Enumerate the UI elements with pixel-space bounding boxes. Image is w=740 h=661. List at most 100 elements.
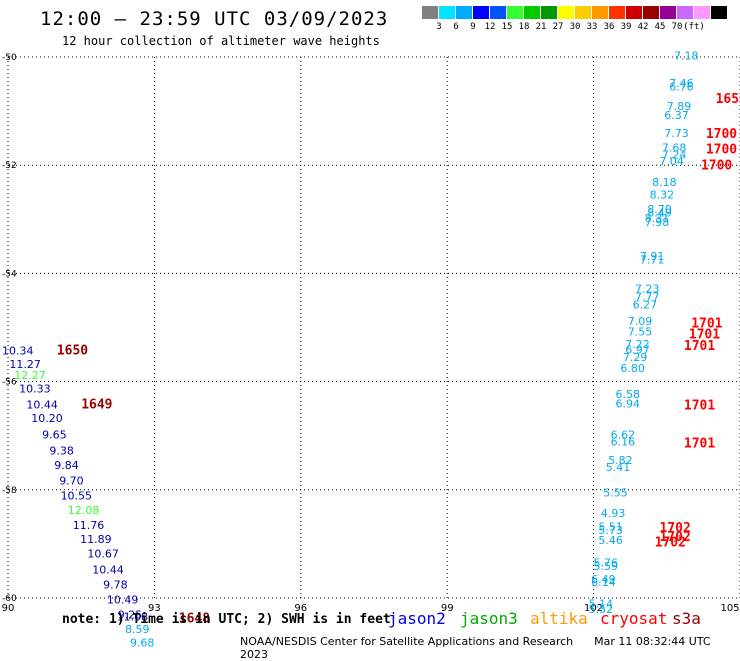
color-scale-label: 15 bbox=[501, 22, 513, 32]
time-label: 1650 bbox=[57, 344, 88, 359]
legend-jason3: jason3 bbox=[460, 609, 518, 628]
chart-subtitle: 12 hour collection of altimeter wave hei… bbox=[62, 34, 380, 48]
color-swatch bbox=[626, 6, 642, 19]
time-label: 1701 bbox=[684, 339, 715, 354]
color-scale-label: (ft) bbox=[683, 22, 705, 32]
wave-height-label: 5.59 bbox=[594, 560, 619, 573]
wave-height-label: 8.18 bbox=[652, 176, 677, 189]
time-label: 1702 bbox=[655, 536, 686, 551]
color-swatch bbox=[507, 6, 523, 19]
wave-height-label: 7.98 bbox=[645, 216, 670, 229]
wave-height-label: 5.73 bbox=[598, 524, 623, 537]
wave-height-label: 7.04 bbox=[659, 155, 684, 168]
time-label: 1700 bbox=[706, 142, 737, 157]
legend-cryosat: cryosat bbox=[600, 609, 668, 628]
wave-height-label: 9.25 bbox=[118, 609, 143, 622]
wave-height-label: 6.27 bbox=[633, 299, 658, 312]
color-swatch bbox=[524, 6, 540, 19]
wave-height-label: 9.70 bbox=[59, 474, 84, 487]
color-swatch bbox=[422, 6, 438, 19]
time-label: 1649 bbox=[81, 398, 112, 413]
wave-height-label: 11.89 bbox=[80, 533, 112, 546]
x-tick-label: 96 bbox=[294, 603, 307, 614]
wave-height-label: 7.46 bbox=[669, 77, 694, 90]
wave-height-label: 10.20 bbox=[31, 412, 63, 425]
wave-height-label: 4.93 bbox=[601, 507, 626, 520]
time-label: 1702 bbox=[659, 530, 690, 545]
wave-height-label: 11.08 bbox=[117, 611, 149, 624]
time-label: 1700 bbox=[701, 159, 732, 174]
wave-height-label: 9.65 bbox=[42, 428, 67, 441]
color-swatch bbox=[439, 6, 455, 19]
color-swatch bbox=[558, 6, 574, 19]
wave-height-label: 9.78 bbox=[103, 578, 128, 591]
legend-s3a: s3a bbox=[672, 609, 701, 628]
wave-height-label: 12.08 bbox=[68, 504, 100, 517]
wave-height-label: 8.32 bbox=[650, 189, 675, 202]
wave-height-label: 5.76 bbox=[594, 557, 619, 570]
chart-title: 12:00 – 23:59 UTC 03/09/2023 bbox=[40, 8, 389, 30]
color-swatch bbox=[643, 6, 659, 19]
color-scale-label: 3 bbox=[436, 22, 442, 32]
y-tick-label: -54 bbox=[2, 269, 17, 279]
color-scale-label: 12 bbox=[484, 22, 496, 32]
time-label: 1701 bbox=[689, 327, 720, 342]
wave-height-label: 7.18 bbox=[674, 50, 699, 63]
wave-height-label: 10.49 bbox=[107, 593, 139, 606]
wave-height-label: 9.38 bbox=[49, 445, 74, 458]
color-swatch bbox=[473, 6, 489, 19]
x-tick-label: 93 bbox=[148, 603, 161, 614]
legend-altika: altika bbox=[530, 609, 588, 628]
color-scale-label: 9 bbox=[470, 22, 476, 32]
wave-height-label: 7.23 bbox=[635, 282, 660, 295]
wave-height-label: 10.67 bbox=[87, 547, 119, 560]
y-tick-label: -52 bbox=[2, 161, 17, 171]
time-label: 1700 bbox=[706, 127, 737, 142]
wave-height-label: 10.34 bbox=[2, 345, 34, 358]
wave-height-label: 6.62 bbox=[611, 428, 636, 441]
color-scale-label: 21 bbox=[535, 22, 547, 32]
legend-jason2: jason2 bbox=[388, 609, 446, 628]
wave-height-label: 7.09 bbox=[628, 315, 653, 328]
wave-height-label: 10.55 bbox=[61, 490, 93, 503]
color-swatch bbox=[660, 6, 676, 19]
wave-height-label: 8.49 bbox=[647, 207, 672, 220]
wave-height-label: 10.44 bbox=[92, 564, 124, 577]
x-tick-label: 99 bbox=[441, 603, 454, 614]
y-tick-label: -60 bbox=[2, 594, 17, 604]
color-swatch bbox=[609, 6, 625, 19]
y-tick-label: -58 bbox=[2, 486, 17, 496]
wave-height-label: 10.33 bbox=[19, 382, 51, 395]
wave-height-label: 5.52 bbox=[589, 603, 614, 616]
x-tick-label: 102 bbox=[584, 603, 603, 614]
color-scale-label: 36 bbox=[603, 22, 615, 32]
wave-height-label: 6.97 bbox=[625, 343, 650, 356]
wave-height-label: 5.14 bbox=[589, 598, 614, 611]
wave-height-label: 7.71 bbox=[640, 254, 665, 267]
wave-height-label: 5.51 bbox=[598, 520, 623, 533]
color-scale-label: 18 bbox=[518, 22, 530, 32]
time-label: 1701 bbox=[684, 399, 715, 414]
wave-height-label: 6.94 bbox=[616, 398, 641, 411]
time-label: 1701 bbox=[684, 437, 715, 452]
wave-height-label: 12.27 bbox=[14, 369, 46, 382]
wave-height-label: 10.44 bbox=[26, 399, 58, 412]
wave-height-label: 6.16 bbox=[611, 435, 636, 448]
wave-height-label: 7.68 bbox=[662, 142, 687, 155]
time-label: 1702 bbox=[659, 521, 690, 536]
color-swatch bbox=[490, 6, 506, 19]
wave-height-label: 6.14 bbox=[591, 576, 616, 589]
x-tick-label: 90 bbox=[2, 603, 15, 614]
wave-height-label: 8.59 bbox=[125, 623, 150, 636]
wave-height-label: 9.84 bbox=[54, 459, 79, 472]
color-scale-label: 42 bbox=[637, 22, 649, 32]
wave-height-label: 8.70 bbox=[647, 203, 672, 216]
wave-height-label: 11.76 bbox=[73, 519, 105, 532]
color-swatch bbox=[694, 6, 710, 19]
credit-line: NOAA/NESDIS Center for Satellite Applica… bbox=[240, 635, 740, 661]
wave-height-label: 5.41 bbox=[606, 461, 631, 474]
x-tick-label: 105 bbox=[720, 603, 739, 614]
wave-height-label: 6.37 bbox=[664, 109, 689, 122]
wave-height-label: 7.55 bbox=[628, 326, 653, 339]
